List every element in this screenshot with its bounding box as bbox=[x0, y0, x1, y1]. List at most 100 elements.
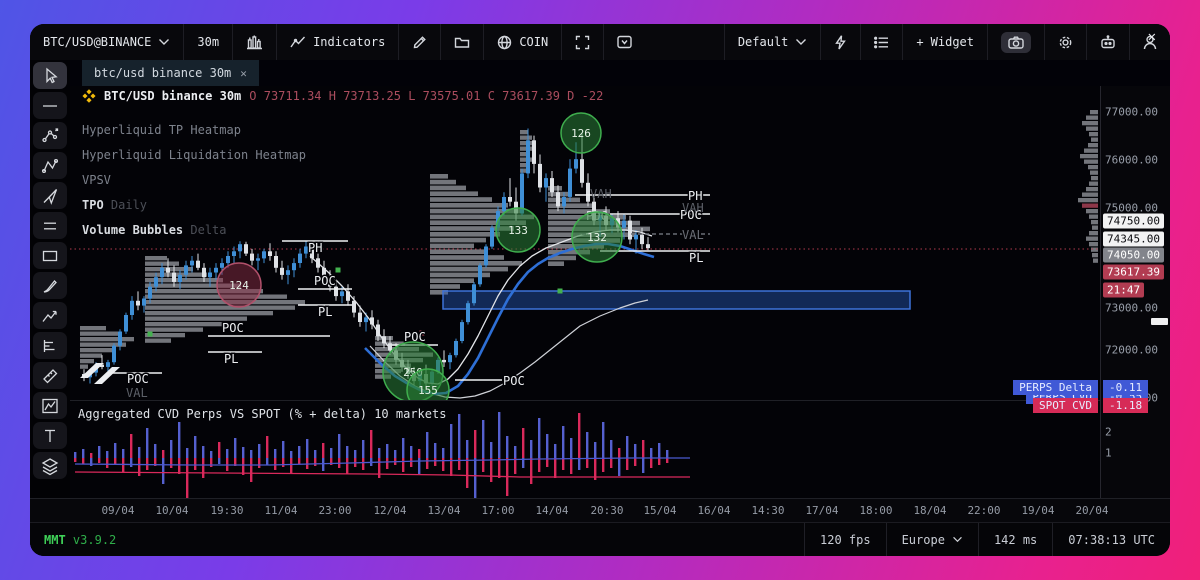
layout-selector[interactable]: Default bbox=[723, 24, 821, 60]
quick-actions-button[interactable] bbox=[820, 24, 860, 60]
horizontal-line-icon bbox=[43, 104, 57, 107]
ruler-tool[interactable] bbox=[33, 362, 67, 389]
legend-ohlc: O 73711.34 H 73713.25 L 73575.01 C 73617… bbox=[249, 89, 604, 103]
layers-icon bbox=[41, 457, 59, 475]
indicator-name: TPO bbox=[82, 198, 104, 212]
svg-text:POC: POC bbox=[222, 321, 244, 335]
trend-arrow-icon bbox=[42, 310, 57, 322]
indicator-legend: Hyperliquid TP Heatmap Hyperliquid Liquid… bbox=[82, 118, 306, 243]
svg-text:VAH: VAH bbox=[682, 201, 704, 215]
tab-close-icon[interactable]: ✕ bbox=[240, 66, 247, 80]
volume-bubble bbox=[216, 262, 262, 308]
fps-indicator: 120 fps bbox=[804, 523, 886, 556]
cursor-icon bbox=[46, 67, 58, 83]
settings-button[interactable] bbox=[1044, 24, 1086, 60]
indicator-name: Hyperliquid Liquidation Heatmap bbox=[82, 148, 306, 162]
indicator-row[interactable]: Hyperliquid Liquidation Heatmap bbox=[82, 143, 306, 168]
time-label: 09/04 bbox=[101, 504, 135, 517]
chevron-down-icon bbox=[158, 38, 170, 46]
price-pane[interactable]: PHPOCVALPLPHPOCPLPOCPLPOCPOCPOCVAHVAHPOC… bbox=[70, 86, 1100, 400]
trend-arrow-tool[interactable] bbox=[33, 302, 67, 329]
watchlist-button[interactable] bbox=[860, 24, 902, 60]
time-label: 16/04 bbox=[697, 504, 731, 517]
time-label: 19/04 bbox=[1021, 504, 1055, 517]
account-button[interactable] bbox=[1129, 24, 1170, 60]
path-icon bbox=[41, 158, 59, 173]
indicator-row[interactable]: Volume Bubbles Delta bbox=[82, 218, 306, 243]
plus-icon: + bbox=[916, 35, 924, 49]
price-tick: 76000.00 bbox=[1105, 153, 1158, 167]
ruler-icon bbox=[43, 368, 58, 383]
indicator-row[interactable]: Hyperliquid TP Heatmap bbox=[82, 118, 306, 143]
indicator-row[interactable]: TPO Daily bbox=[82, 193, 306, 218]
pencil-icon bbox=[412, 35, 427, 50]
list-icon bbox=[874, 36, 889, 49]
levels-layer: PHPOCVALPLPHPOCPLPOCPLPOCPOCPOCVAHVAHPOC… bbox=[108, 187, 710, 400]
layers-tool[interactable] bbox=[33, 452, 67, 479]
time-axis[interactable]: 09/04 10/04 19:30 11/04 23:00 12/04 13/04 17:00… bbox=[30, 498, 1170, 522]
path-tool[interactable] bbox=[33, 152, 67, 179]
indicator-suffix: Daily bbox=[103, 198, 148, 212]
bot-button[interactable] bbox=[1086, 24, 1129, 60]
signal-marker bbox=[419, 330, 425, 336]
cursor-tool[interactable] bbox=[33, 62, 67, 89]
indicator-name: Hyperliquid TP Heatmap bbox=[82, 123, 241, 137]
time-label: 17:00 bbox=[481, 504, 515, 517]
status-bar: MMT v3.9.2 120 fps Europe 142 ms 07:38:1… bbox=[30, 522, 1170, 556]
app-window: BTC/USD@BINANCE 30m Indicators COIN bbox=[30, 24, 1170, 556]
svg-text:124: 124 bbox=[229, 279, 249, 292]
panel-toggle-button[interactable] bbox=[604, 24, 645, 60]
add-widget-button[interactable]: + Widget bbox=[902, 24, 987, 60]
region-selector[interactable]: Europe bbox=[885, 523, 978, 556]
cvd-pane-title: Aggregated CVD Perps VS SPOT (% + delta)… bbox=[78, 407, 447, 421]
plane-tool[interactable] bbox=[33, 182, 67, 209]
timeframe-selector[interactable]: 30m bbox=[184, 24, 234, 60]
rectangle-icon bbox=[42, 250, 58, 261]
volume-profile-icon bbox=[43, 339, 55, 352]
symbol-selector[interactable]: BTC/USD@BINANCE bbox=[30, 24, 185, 60]
templates-button[interactable] bbox=[441, 24, 485, 60]
draw-button[interactable] bbox=[399, 24, 442, 60]
chart-style-button[interactable] bbox=[233, 24, 278, 60]
time-label: 10/04 bbox=[155, 504, 189, 517]
svg-text:POC: POC bbox=[127, 372, 149, 386]
price-axis[interactable]: 77000.00 76000.00 75000.00 74750.00 74345.00… bbox=[1100, 86, 1170, 522]
clock: 07:38:13 UTC bbox=[1052, 523, 1170, 556]
axis-handle[interactable] bbox=[1151, 318, 1168, 325]
volume-bubble bbox=[406, 368, 450, 400]
indicator-row[interactable]: VPSV bbox=[82, 168, 306, 193]
close-icon[interactable]: ✕ bbox=[1147, 29, 1156, 45]
svg-text:VAL: VAL bbox=[126, 386, 148, 400]
symbol-legend: BTC/USD binance 30m O 73711.34 H 73713.2… bbox=[82, 89, 603, 103]
price-tick: 2 bbox=[1105, 425, 1112, 439]
time-label: 14:30 bbox=[751, 504, 785, 517]
text-tool[interactable] bbox=[33, 422, 67, 449]
forecast-tool[interactable] bbox=[33, 392, 67, 419]
folder-icon bbox=[454, 36, 470, 49]
svg-text:155: 155 bbox=[418, 384, 438, 397]
robot-icon bbox=[1100, 35, 1116, 49]
time-label: 15/04 bbox=[643, 504, 677, 517]
tab-label: btc/usd binance 30m bbox=[94, 66, 232, 80]
chart-area[interactable]: PHPOCVALPLPHPOCPLPOCPLPOCPOCPOCVAHVAHPOC… bbox=[70, 86, 1100, 499]
multipoint-tool[interactable] bbox=[33, 122, 67, 149]
price-tick: 73000.00 bbox=[1105, 301, 1158, 315]
volume-profile-tool[interactable] bbox=[33, 332, 67, 359]
app-version: v3.9.2 bbox=[72, 532, 117, 547]
indicators-button[interactable]: Indicators bbox=[277, 24, 400, 60]
time-label: 11/04 bbox=[264, 504, 298, 517]
coin-button[interactable]: COIN bbox=[484, 24, 563, 60]
time-label: 14/04 bbox=[535, 504, 569, 517]
chevron-down-icon bbox=[952, 536, 963, 543]
fullscreen-button[interactable] bbox=[562, 24, 605, 60]
tab-btcusd-binance-30m[interactable]: btc/usd binance 30m ✕ bbox=[82, 60, 259, 86]
screenshot-button[interactable] bbox=[987, 24, 1044, 60]
parallel-lines-tool[interactable] bbox=[33, 212, 67, 239]
cvd-pane[interactable]: Aggregated CVD Perps VS SPOT (% + delta)… bbox=[70, 400, 1100, 499]
rectangle-tool[interactable] bbox=[33, 242, 67, 269]
cvd-row-value: -0.11 bbox=[1103, 380, 1149, 395]
price-badge: 74750.00 bbox=[1103, 213, 1164, 229]
horizontal-line-tool[interactable] bbox=[33, 92, 67, 119]
brush-tool[interactable] bbox=[33, 272, 67, 299]
